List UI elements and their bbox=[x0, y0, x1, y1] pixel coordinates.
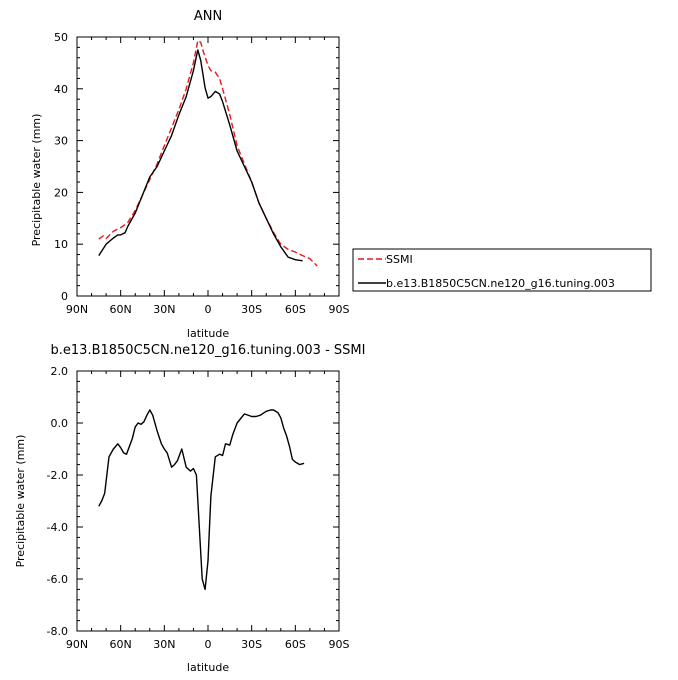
x-tick-label: 0 bbox=[205, 638, 212, 651]
chart-title: ANN bbox=[194, 9, 222, 24]
x-axis-label: latitude bbox=[187, 327, 229, 340]
y-tick-label: 10 bbox=[54, 238, 68, 251]
y-tick-label: -6.0 bbox=[47, 573, 68, 586]
x-tick-label: 60S bbox=[285, 303, 306, 316]
series-line-0-1 bbox=[98, 49, 303, 262]
y-axis-label: Precipitable water (mm) bbox=[14, 435, 27, 568]
x-tick-label: 30N bbox=[153, 303, 175, 316]
x-tick-label: 0 bbox=[205, 303, 212, 316]
series-line-1-0 bbox=[98, 409, 305, 591]
x-tick-label: 60N bbox=[110, 303, 132, 316]
legend-label-model: b.e13.B1850C5CN.ne120_g16.tuning.003 bbox=[386, 277, 615, 290]
x-tick-label: 60N bbox=[110, 638, 132, 651]
series-line-0-0 bbox=[98, 39, 318, 267]
y-tick-label: 0.0 bbox=[51, 417, 69, 430]
x-tick-label: 30S bbox=[241, 303, 262, 316]
y-tick-label: 50 bbox=[54, 31, 68, 44]
difference-panel: b.e13.B1850C5CN.ne120_g16.tuning.003 - S… bbox=[14, 343, 365, 674]
x-tick-label: 90S bbox=[329, 303, 350, 316]
precipitable-water-panel: ANN 90N 60N 30N 0 30S 60S 90S 0 10 20 30 40 50 latit… bbox=[30, 9, 350, 340]
y-tick-label: 20 bbox=[54, 186, 68, 199]
y-tick-label: -2.0 bbox=[47, 469, 68, 482]
plot-frame bbox=[76, 370, 340, 632]
legend: SSMI b.e13.B1850C5CN.ne120_g16.tuning.00… bbox=[352, 248, 652, 292]
x-tick-label: 90N bbox=[66, 303, 88, 316]
y-tick-label: -4.0 bbox=[47, 521, 68, 534]
x-tick-label: 90N bbox=[66, 638, 88, 651]
y-tick-label: 40 bbox=[54, 83, 68, 96]
legend-label-ssmi: SSMI bbox=[386, 253, 413, 266]
y-tick-label: 2.0 bbox=[51, 365, 69, 378]
x-tick-label: 30N bbox=[153, 638, 175, 651]
chart-title: b.e13.B1850C5CN.ne120_g16.tuning.003 - S… bbox=[51, 343, 366, 358]
y-axis-label: Precipitable water (mm) bbox=[30, 114, 43, 247]
y-tick-label: 0 bbox=[61, 290, 68, 303]
x-tick-label: 30S bbox=[241, 638, 262, 651]
legend-box bbox=[352, 248, 652, 292]
x-axis-label: latitude bbox=[187, 661, 229, 674]
y-tick-label: 30 bbox=[54, 135, 68, 148]
x-tick-label: 60S bbox=[285, 638, 306, 651]
y-tick-label: -8.0 bbox=[47, 625, 68, 638]
plot-frame bbox=[76, 36, 340, 297]
x-tick-label: 90S bbox=[329, 638, 350, 651]
